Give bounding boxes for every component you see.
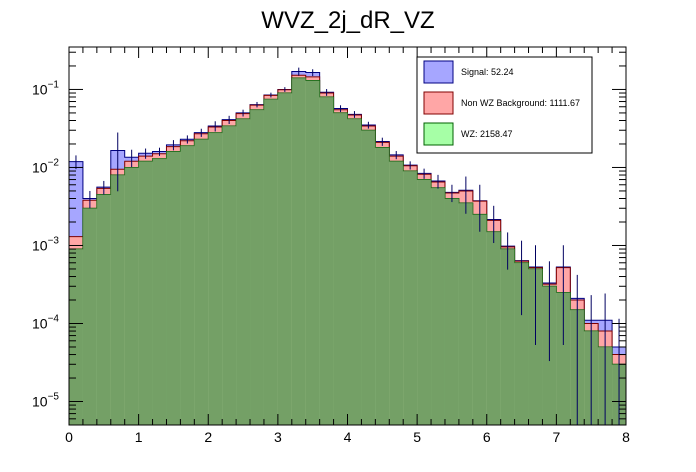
overlap-bar xyxy=(444,198,459,425)
overlap-bar xyxy=(236,118,251,426)
legend-swatch-signal xyxy=(423,60,454,84)
x-tick-label: 1 xyxy=(135,429,143,445)
overlap-bar xyxy=(305,80,320,425)
overlap-bar xyxy=(347,118,362,426)
x-tick-label: 4 xyxy=(344,429,352,445)
x-tick-label: 2 xyxy=(204,429,212,445)
x-tick-label: 3 xyxy=(274,429,282,445)
overlap-bar xyxy=(180,145,195,425)
legend-label-signal: Signal: 52.24 xyxy=(461,67,514,77)
legend-swatch-wz xyxy=(423,122,454,146)
overlap-bar xyxy=(528,268,543,425)
y-tick-label: 10−3 xyxy=(32,235,59,253)
overlap-bar xyxy=(458,203,473,425)
x-tick-label: 5 xyxy=(413,429,421,445)
x-tick-label: 0 xyxy=(65,429,73,445)
overlap-bar xyxy=(403,171,418,425)
overlap-bar xyxy=(208,132,223,425)
overlap-bar xyxy=(333,112,348,426)
overlap-bar xyxy=(361,130,376,425)
plot-area xyxy=(68,46,627,426)
chart-title: WVZ_2j_dR_VZ xyxy=(261,7,434,34)
overlap-bar xyxy=(319,97,334,425)
overlap-bar xyxy=(514,262,529,425)
overlap-bar xyxy=(96,194,111,425)
overlap-bar xyxy=(417,179,432,425)
overlap-bar xyxy=(250,109,264,426)
legend-label-non-wz: Non WZ Background: 1111.67 xyxy=(461,98,580,108)
overlap-bar xyxy=(277,93,292,425)
overlap-bar xyxy=(152,158,167,425)
overlap-bar xyxy=(222,125,237,426)
overlap-bar xyxy=(82,208,97,425)
legend: Signal: 52.24 Non WZ Background: 1111.67… xyxy=(416,56,593,154)
y-tick-label: 10−2 xyxy=(32,157,59,175)
x-tick-label: 7 xyxy=(552,429,560,445)
x-tick-label: 8 xyxy=(622,429,630,445)
overlap-bar xyxy=(556,292,571,425)
y-tick-label: 10−4 xyxy=(32,313,59,331)
overlap-bar xyxy=(69,249,83,425)
overlap-bar xyxy=(375,147,390,425)
legend-swatch-non-wz xyxy=(423,91,454,115)
overlap-bar xyxy=(138,161,153,425)
overlap-bar xyxy=(389,161,404,425)
y-axis: 10−5 10−4 10−3 10−2 10−1 xyxy=(32,51,626,420)
y-tick-label: 10−5 xyxy=(32,392,59,410)
overlap-bar xyxy=(166,151,181,425)
overlap-bar xyxy=(472,214,487,425)
overlap-bar xyxy=(431,187,445,425)
overlap-bar xyxy=(110,175,125,425)
legend-label-wz: WZ: 2158.47 xyxy=(461,129,513,139)
overlap-bar xyxy=(263,99,278,425)
overlap-bar xyxy=(500,249,515,425)
overlap-bar xyxy=(486,231,501,425)
overlap-bar xyxy=(291,78,306,425)
x-tick-label: 6 xyxy=(483,429,491,445)
y-tick-label: 10−1 xyxy=(32,79,59,97)
overlap-bar xyxy=(124,167,139,425)
overlap-bar xyxy=(194,139,209,426)
